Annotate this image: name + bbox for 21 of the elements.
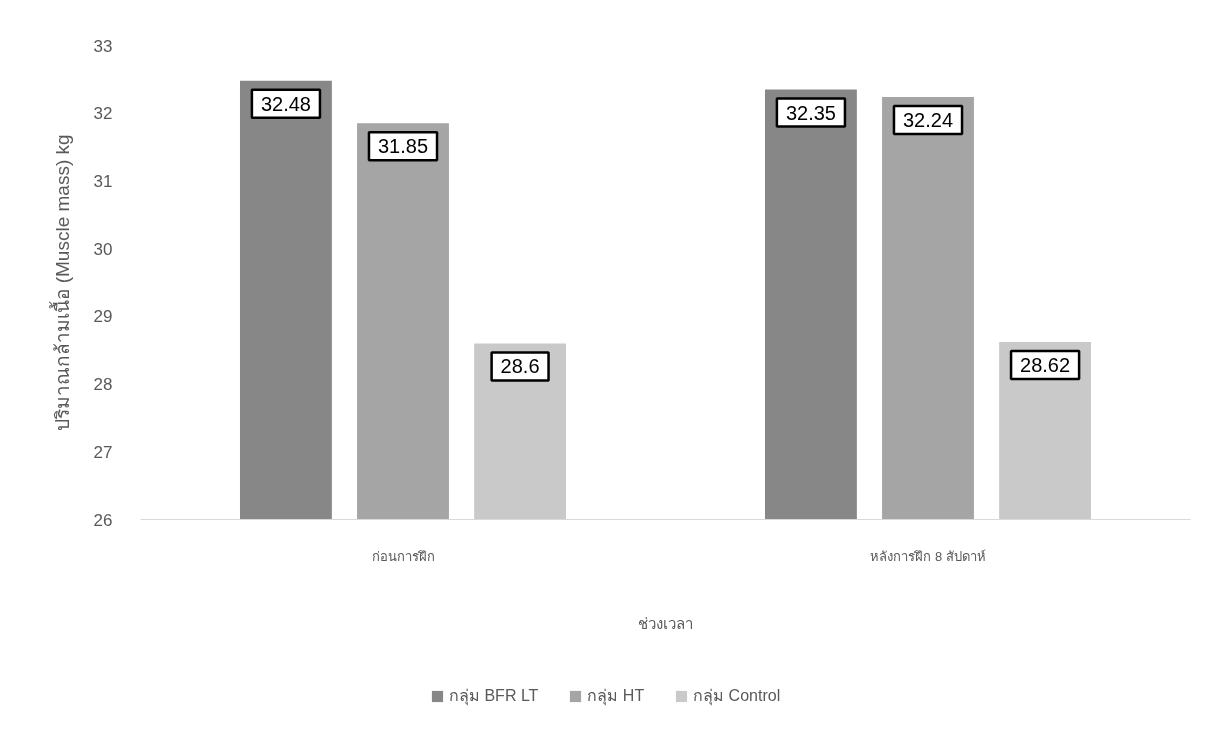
y-tick-label: 29 <box>93 307 113 327</box>
data-label: 32.48 <box>260 92 311 115</box>
y-axis-title: ปริมาณกล้ามเนื้อ (Muscle mass) kg <box>48 134 73 431</box>
data-label: 28.6 <box>500 355 540 378</box>
legend-label: กลุ่ม BFR LT <box>449 686 539 708</box>
data-label: 32.24 <box>902 108 954 131</box>
y-tick-label: 28 <box>93 375 113 395</box>
data-label: 31.85 <box>377 135 429 158</box>
x-tick-label: ก่อนการฝึก <box>371 548 435 564</box>
y-tick-label: 33 <box>93 36 113 56</box>
y-tick-label: 30 <box>93 239 113 259</box>
y-tick-label: 32 <box>93 104 113 124</box>
y-tick-label: 31 <box>93 171 113 191</box>
legend-label: กลุ่ม Control <box>693 686 781 708</box>
data-label: 32.35 <box>785 101 836 124</box>
x-tick-label: หลังการฝึก 8 สัปดาห์ <box>870 548 986 564</box>
legend-label: กลุ่ม HT <box>587 686 645 708</box>
y-tick-label: 26 <box>93 510 113 530</box>
y-tick-label: 27 <box>93 442 113 462</box>
x-axis-title: ช่วงเวลา <box>638 614 693 632</box>
data-label: 28.62 <box>1020 354 1071 377</box>
